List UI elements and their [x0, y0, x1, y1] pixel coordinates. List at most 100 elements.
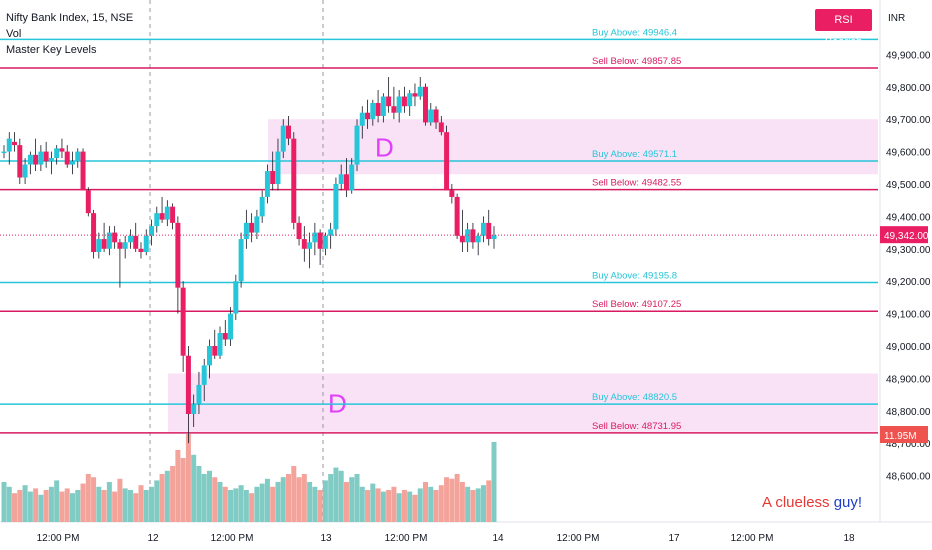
candle-body: [48, 158, 54, 162]
candle-body: [259, 196, 265, 217]
candle-body: [12, 141, 18, 146]
candle-body: [212, 345, 218, 356]
candle-body: [264, 171, 270, 197]
volume-bar: [438, 485, 444, 522]
volume-bar: [233, 488, 239, 522]
candle-body: [54, 148, 60, 159]
volume-bar: [365, 490, 371, 522]
volume-bar: [80, 483, 86, 522]
volume-bar: [1, 482, 7, 522]
chart-legend: Nifty Bank Index, 15, NSE Vol Master Key…: [6, 10, 133, 58]
candle-body: [1, 151, 7, 154]
volume-bar: [307, 482, 313, 522]
volume-bar: [112, 491, 118, 522]
symbol-title[interactable]: Nifty Bank Index, 15, NSE: [6, 12, 134, 24]
buy-level-label: Buy Above: 49195.8: [592, 271, 677, 282]
candle-body: [196, 384, 202, 405]
volume-bar: [296, 477, 302, 522]
volume-bar: [101, 490, 107, 522]
x-tick-label: 12:00 PM: [385, 533, 428, 544]
candle-body: [480, 222, 486, 236]
candle-body: [138, 248, 144, 253]
indicator-vol-label[interactable]: Vol: [6, 28, 22, 40]
volume-bar: [391, 486, 397, 522]
candle-body: [159, 213, 165, 220]
candle-body: [465, 229, 471, 243]
candle-body: [338, 174, 344, 184]
volume-bar: [206, 470, 212, 522]
demand-zone: [168, 373, 878, 432]
demand-zone-label: D: [375, 133, 394, 163]
volume-bar: [222, 486, 228, 522]
x-tick-label: 14: [492, 533, 504, 544]
candle-body: [396, 96, 402, 113]
candle-body: [17, 145, 23, 178]
candle-body: [27, 154, 33, 165]
volume-bar: [17, 490, 23, 522]
volume-bar: [54, 480, 60, 522]
current-price-tag: [880, 226, 928, 244]
candle-body: [317, 232, 323, 249]
candle-body: [444, 132, 450, 191]
candle-body: [270, 171, 276, 184]
currency-label[interactable]: INR: [888, 13, 906, 24]
volume-bar: [117, 478, 123, 522]
candle-body: [333, 183, 339, 230]
buy-level-label: Buy Above: 49571.1: [592, 149, 677, 160]
indicator-levels-label[interactable]: Master Key Levels: [6, 44, 97, 56]
candle-body: [112, 232, 118, 243]
candle-body: [6, 138, 12, 152]
candle-body: [22, 164, 28, 178]
sell-level-label: Sell Below: 49857.85: [592, 56, 681, 67]
volume-bar: [380, 491, 386, 522]
candle-body: [64, 151, 70, 165]
volume-bar: [386, 490, 392, 522]
volume-bar: [212, 477, 218, 522]
y-tick-label: 49,200.00: [886, 277, 931, 288]
candle-body: [175, 222, 181, 288]
volume-bar: [301, 474, 307, 522]
volume-bar: [396, 493, 402, 522]
volume-bar: [133, 493, 139, 522]
candle-body: [164, 206, 170, 220]
candle-body: [85, 190, 91, 214]
candle-body: [291, 138, 297, 223]
candle-body: [191, 404, 197, 415]
volume-bar: [22, 485, 28, 522]
volume-bar: [122, 488, 128, 522]
y-tick-label: 48,800.00: [886, 407, 931, 418]
candle-body: [349, 164, 355, 191]
volume-bar: [343, 482, 349, 522]
y-tick-label: 49,900.00: [886, 50, 931, 61]
volume-bar: [138, 485, 144, 522]
volume-bar: [338, 470, 344, 522]
volume-bar: [154, 480, 160, 522]
candle-body: [238, 239, 244, 282]
candle-body: [391, 106, 397, 113]
candle-body: [386, 96, 392, 107]
y-tick-label: 48,700.00: [886, 439, 931, 450]
candle-body: [322, 235, 328, 249]
volume-bar: [486, 480, 492, 522]
volume-bar: [75, 490, 81, 522]
volume-bar: [423, 482, 429, 522]
candle-body: [80, 151, 86, 191]
x-tick-label: 18: [843, 533, 855, 544]
y-tick-label: 49,700.00: [886, 115, 931, 126]
candle-body: [454, 196, 460, 236]
volume-bar: [333, 467, 339, 522]
current-price-label: 49,342.00: [884, 231, 929, 242]
volume-bar: [85, 474, 91, 522]
volume-bar: [291, 466, 297, 522]
candle-body: [470, 229, 476, 243]
volume-bar: [91, 477, 97, 522]
volume-bar: [27, 491, 33, 522]
volume-bar: [328, 474, 334, 522]
candle-body: [217, 333, 223, 356]
volume-bar: [407, 491, 413, 522]
x-tick-label: 12:00 PM: [731, 533, 774, 544]
candle-body: [438, 122, 444, 133]
candle-body: [69, 161, 75, 165]
